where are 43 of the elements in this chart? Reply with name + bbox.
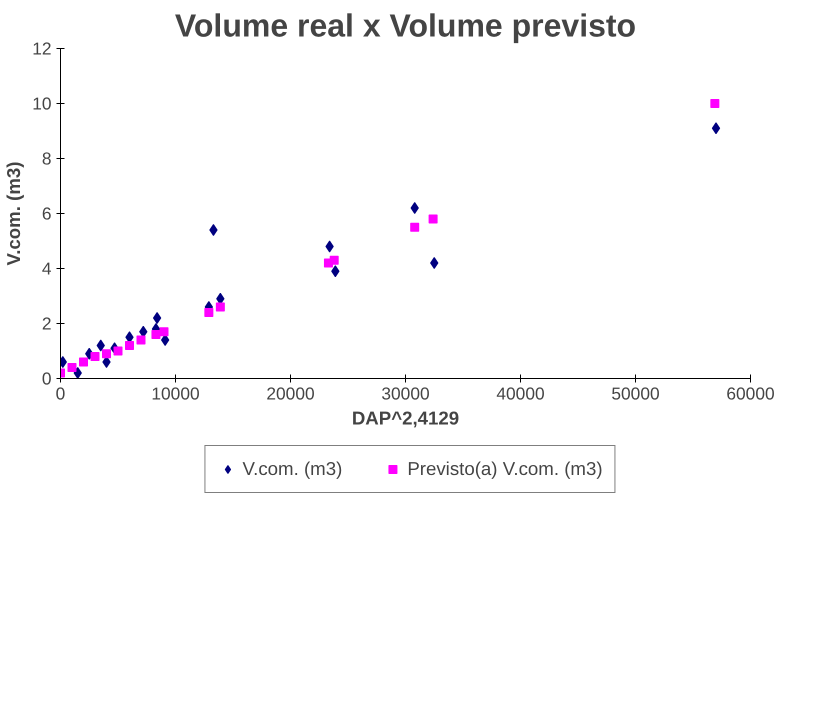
x-tick-label: 20000 (266, 384, 315, 404)
chart-title: Volume real x Volume previsto (174, 8, 636, 44)
point (216, 302, 225, 312)
legend-label: V.com. (m3) (242, 458, 342, 480)
y-tick-label: 2 (42, 314, 52, 334)
legend-label: Previsto(a) V.com. (m3) (407, 458, 603, 480)
point (125, 341, 134, 350)
point (152, 312, 162, 324)
point (325, 240, 334, 252)
point (430, 257, 438, 269)
x-tick-label: 40000 (496, 384, 545, 404)
point (710, 99, 720, 108)
point (712, 122, 720, 134)
x-tick-label: 60000 (726, 384, 775, 404)
point (160, 327, 168, 336)
y-tick-label: 10 (32, 94, 52, 114)
point (410, 222, 420, 232)
point (204, 308, 214, 317)
point (209, 224, 218, 236)
point (331, 265, 340, 278)
y-tick-label: 0 (42, 368, 52, 388)
x-tick-label: 0 (56, 384, 66, 404)
point (74, 367, 82, 378)
y-axis-title: V.com. (m3) (3, 161, 24, 266)
point (410, 202, 419, 214)
x-tick-label: 50000 (611, 384, 660, 404)
x-tick-label: 30000 (381, 384, 430, 404)
y-tick-label: 8 (42, 148, 52, 168)
point (90, 352, 100, 361)
point (151, 330, 160, 339)
point (428, 214, 438, 224)
point (79, 358, 88, 366)
point (102, 349, 111, 358)
x-axis-title: DAP^2,4129 (352, 408, 460, 428)
y-tick-label: 6 (42, 204, 52, 224)
point (96, 340, 105, 352)
point (330, 256, 339, 265)
x-tick-label: 10000 (151, 384, 200, 404)
point (136, 336, 146, 344)
point (114, 346, 122, 356)
y-tick-label: 4 (42, 258, 52, 278)
y-tick-label: 12 (32, 38, 52, 58)
point (68, 363, 76, 372)
